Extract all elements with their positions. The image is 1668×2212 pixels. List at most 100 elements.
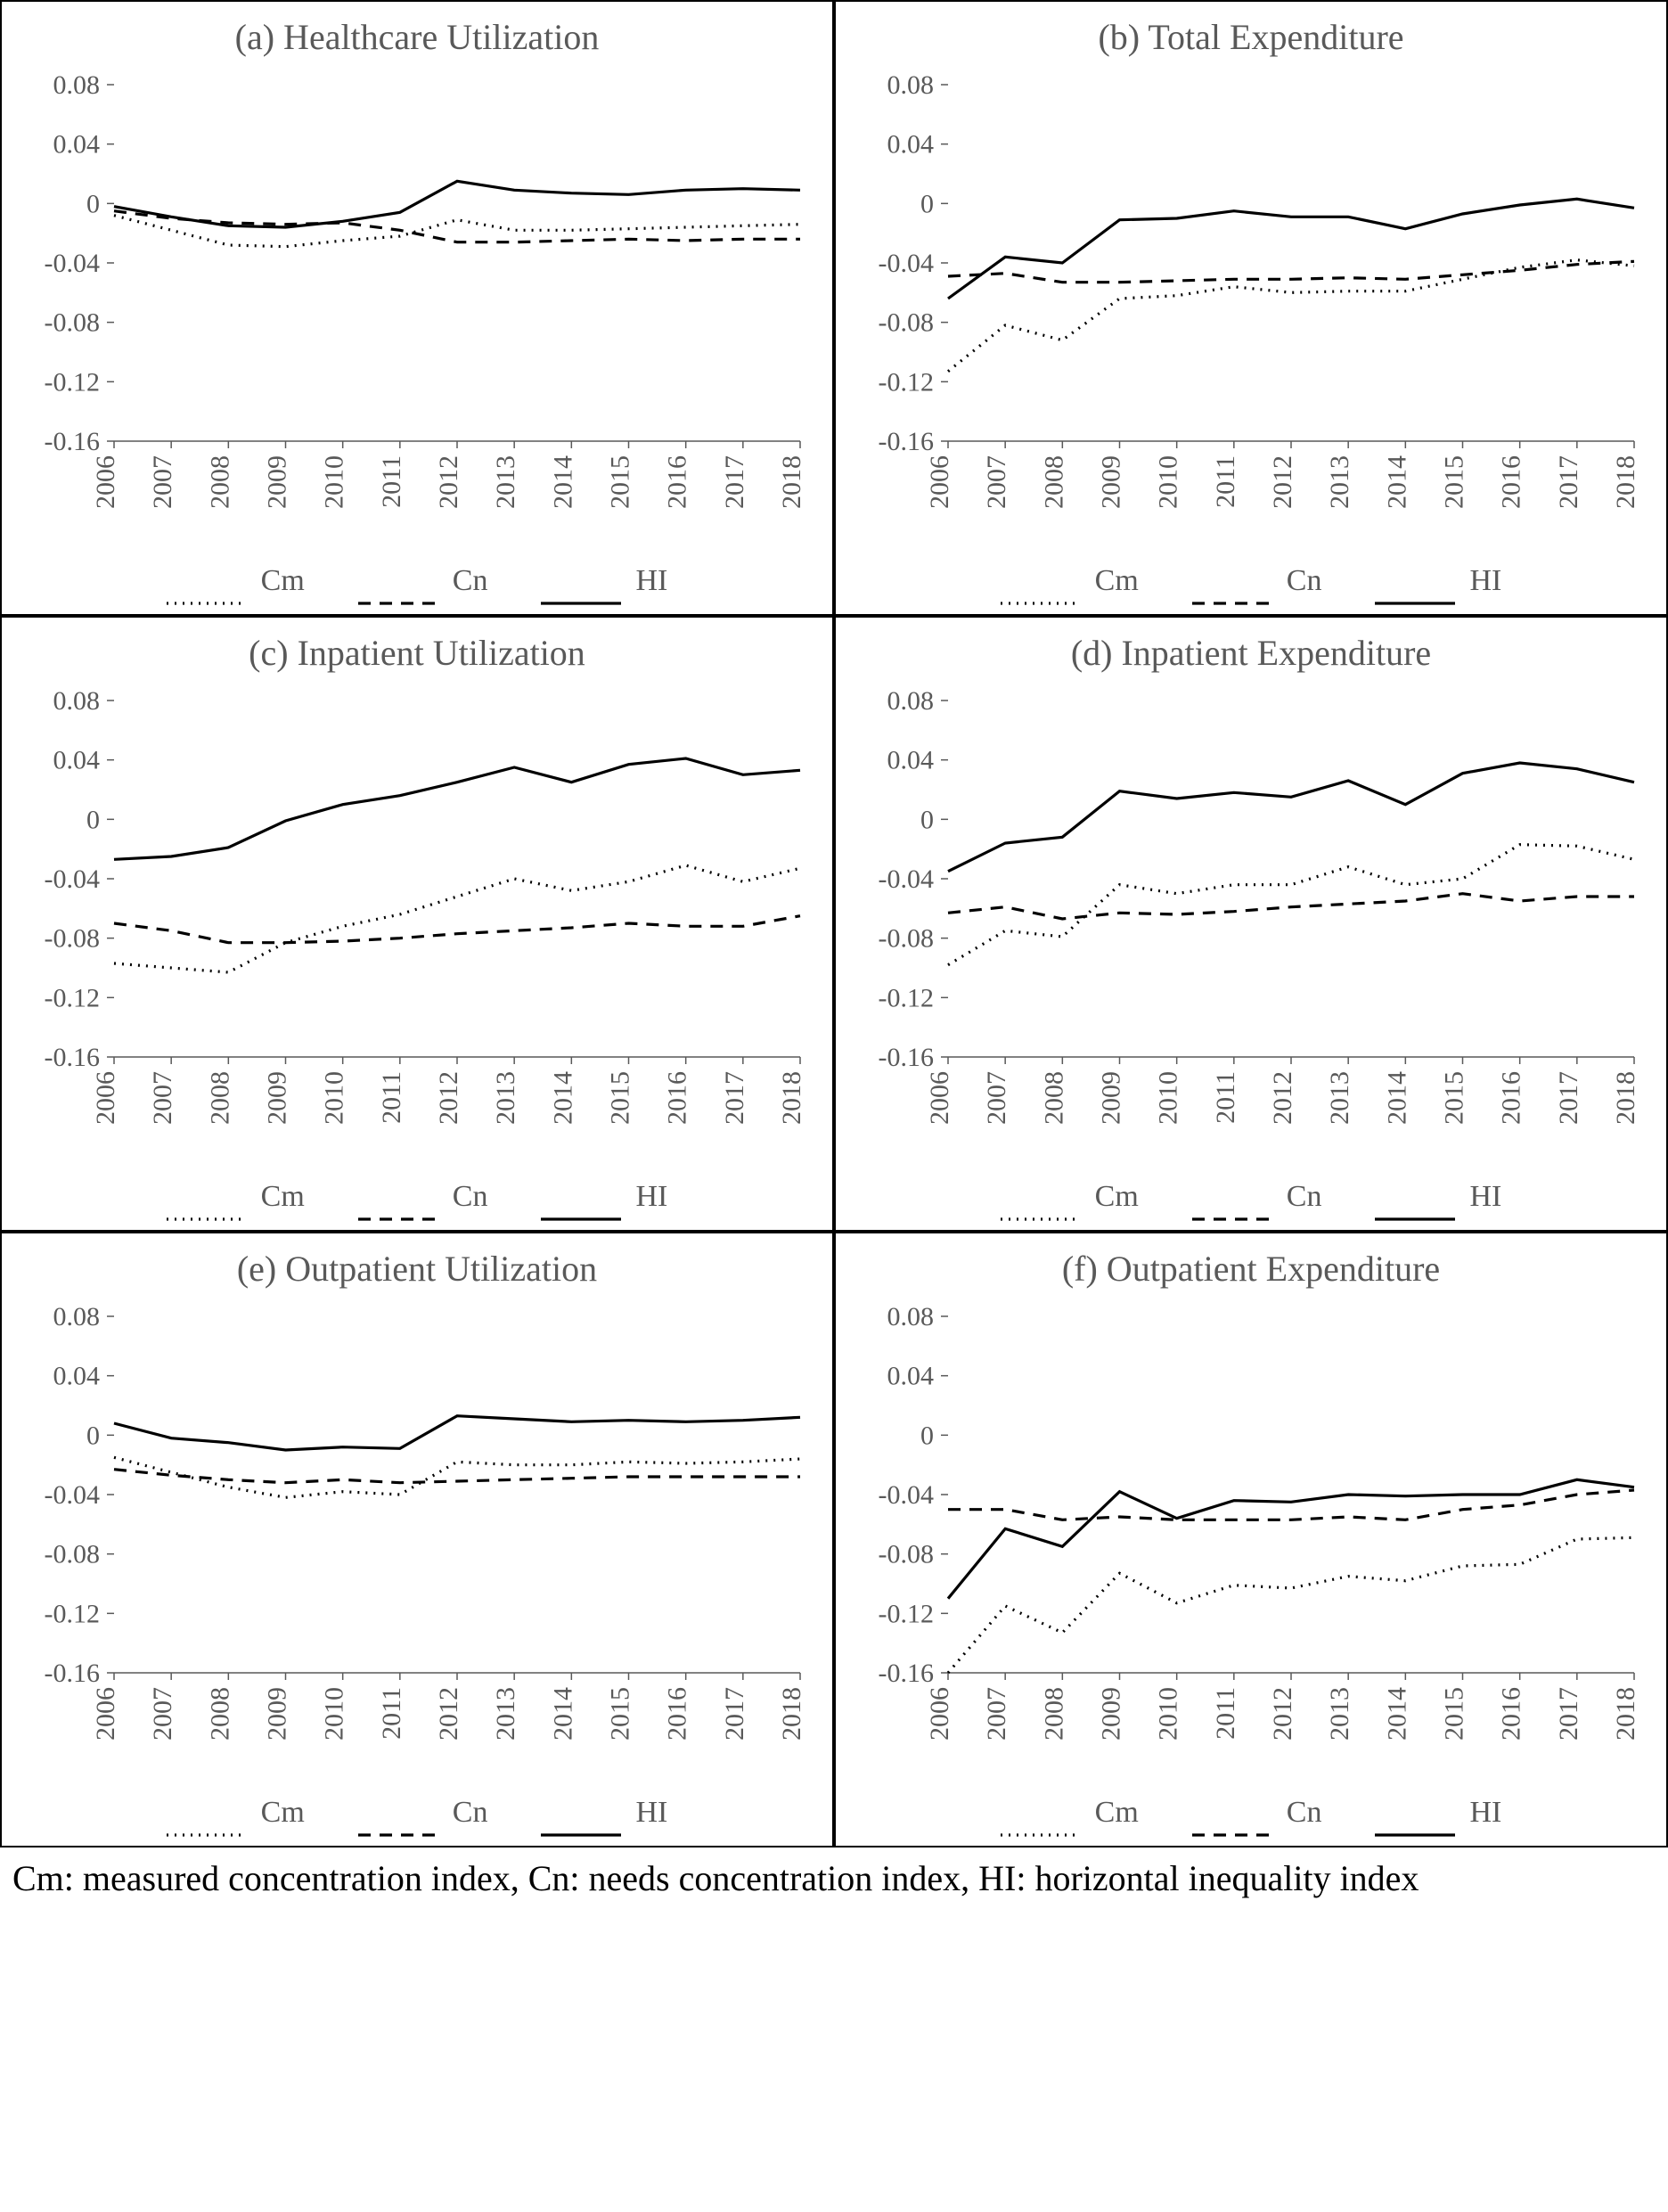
svg-text:2008: 2008	[205, 1687, 234, 1741]
svg-text:-0.08: -0.08	[879, 1540, 935, 1569]
chart-a: -0.16-0.12-0.08-0.0400.040.0820062007200…	[16, 67, 818, 548]
chart-f: -0.16-0.12-0.08-0.0400.040.0820062007200…	[850, 1299, 1652, 1780]
series-Cm	[948, 845, 1634, 965]
svg-text:2006: 2006	[91, 455, 120, 509]
svg-text:-0.16: -0.16	[45, 427, 101, 456]
series-Cn	[114, 1470, 800, 1483]
panel-grid: (a) Healthcare Utilization-0.16-0.12-0.0…	[0, 0, 1668, 1847]
svg-text:2011: 2011	[1211, 1687, 1240, 1740]
svg-text:2013: 2013	[491, 1071, 520, 1125]
svg-text:2008: 2008	[1039, 1687, 1068, 1741]
svg-text:2015: 2015	[606, 455, 635, 509]
svg-text:-0.12: -0.12	[45, 983, 101, 1012]
svg-text:2012: 2012	[434, 1687, 463, 1741]
svg-text:0.08: 0.08	[53, 1302, 101, 1331]
chart-c: -0.16-0.12-0.08-0.0400.040.0820062007200…	[16, 683, 818, 1164]
svg-text:-0.08: -0.08	[879, 924, 935, 954]
legend-label: HI	[635, 564, 667, 598]
svg-text:-0.16: -0.16	[879, 1659, 935, 1688]
panel-e: (e) Outpatient Utilization-0.16-0.12-0.0…	[0, 1232, 834, 1847]
svg-text:2013: 2013	[491, 1687, 520, 1741]
series-Cn	[114, 916, 800, 943]
svg-text:2006: 2006	[925, 1687, 954, 1741]
svg-text:0: 0	[86, 1421, 100, 1450]
legend: CmCnHI	[850, 564, 1652, 598]
series-HI	[948, 763, 1634, 872]
svg-text:2006: 2006	[91, 1687, 120, 1741]
svg-text:0: 0	[920, 189, 934, 218]
svg-text:-0.12: -0.12	[879, 983, 935, 1012]
legend-item-Cm: Cm	[1001, 1796, 1139, 1830]
legend: CmCnHI	[16, 1180, 818, 1214]
svg-text:2014: 2014	[1382, 1687, 1411, 1741]
legend-label: Cn	[1287, 564, 1322, 598]
svg-text:2016: 2016	[1497, 1071, 1526, 1125]
svg-text:-0.08: -0.08	[45, 308, 101, 338]
svg-text:2011: 2011	[377, 455, 406, 508]
svg-text:2012: 2012	[434, 455, 463, 509]
svg-text:2016: 2016	[663, 455, 692, 509]
svg-text:2012: 2012	[1268, 1687, 1297, 1741]
svg-text:-0.12: -0.12	[45, 1599, 101, 1628]
svg-text:2007: 2007	[982, 455, 1011, 509]
svg-text:2018: 2018	[777, 1687, 806, 1741]
legend-label: Cm	[261, 1180, 305, 1214]
series-HI	[948, 199, 1634, 299]
svg-text:-0.16: -0.16	[879, 1043, 935, 1072]
svg-text:2009: 2009	[1097, 1071, 1126, 1125]
legend-label: Cn	[453, 1180, 488, 1214]
svg-text:2018: 2018	[777, 455, 806, 509]
chart-b: -0.16-0.12-0.08-0.0400.040.0820062007200…	[850, 67, 1652, 548]
svg-text:2014: 2014	[548, 1071, 577, 1125]
svg-text:2009: 2009	[263, 1071, 292, 1125]
svg-text:0.08: 0.08	[887, 70, 935, 100]
chart-e: -0.16-0.12-0.08-0.0400.040.0820062007200…	[16, 1299, 818, 1780]
series-HI	[114, 181, 800, 227]
series-Cm	[114, 865, 800, 972]
svg-text:2007: 2007	[982, 1071, 1011, 1125]
svg-text:2015: 2015	[1440, 1071, 1469, 1125]
legend-item-Cn: Cn	[1192, 1796, 1322, 1830]
svg-text:2016: 2016	[1497, 455, 1526, 509]
series-HI	[114, 758, 800, 859]
legend-label: Cm	[261, 564, 305, 598]
panel-d: (d) Inpatient Expenditure -0.16 -0.12 -0.08…	[834, 616, 1668, 1232]
svg-text:-0.12: -0.12	[879, 1599, 935, 1628]
legend: CmCnHI	[16, 1796, 818, 1830]
svg-text:2009: 2009	[1097, 1687, 1126, 1741]
chart-d: -0.16-0.12-0.08-0.0400.040.0820062007200…	[850, 683, 1652, 1164]
panel-title: (d) Inpatient Expenditure	[850, 632, 1652, 674]
svg-text:2008: 2008	[1039, 1071, 1068, 1125]
panel-title: (e) Outpatient Utilization	[16, 1248, 818, 1290]
svg-text:2018: 2018	[1611, 455, 1640, 509]
svg-text:2010: 2010	[320, 455, 349, 509]
svg-text:0: 0	[86, 189, 100, 218]
legend-label: Cn	[1287, 1796, 1322, 1830]
svg-text:2007: 2007	[148, 455, 177, 509]
svg-text:0.04: 0.04	[887, 746, 935, 775]
svg-text:2017: 2017	[1554, 1687, 1583, 1741]
svg-text:0: 0	[920, 1421, 934, 1450]
svg-text:-0.04: -0.04	[45, 249, 101, 278]
svg-text:2009: 2009	[263, 455, 292, 509]
svg-text:2010: 2010	[320, 1071, 349, 1125]
svg-text:2016: 2016	[663, 1071, 692, 1125]
series-Cn	[114, 211, 800, 242]
svg-text:2013: 2013	[491, 455, 520, 509]
svg-text:0.04: 0.04	[887, 1362, 935, 1391]
svg-text:2016: 2016	[1497, 1687, 1526, 1741]
svg-text:0.08: 0.08	[53, 686, 101, 716]
series-Cn	[948, 1490, 1634, 1520]
figure-caption: Cm: measured concentration index, Cn: ne…	[0, 1847, 1668, 1919]
svg-text:2017: 2017	[1554, 1071, 1583, 1125]
svg-text:2012: 2012	[1268, 1071, 1297, 1125]
svg-text:2006: 2006	[925, 455, 954, 509]
svg-text:-0.16: -0.16	[45, 1043, 101, 1072]
svg-text:2008: 2008	[1039, 455, 1068, 509]
svg-text:2010: 2010	[1154, 1071, 1183, 1125]
svg-text:2008: 2008	[205, 1071, 234, 1125]
legend-label: Cn	[453, 564, 488, 598]
svg-text:-0.08: -0.08	[45, 924, 101, 954]
panel-title: (c) Inpatient Utilization	[16, 632, 818, 674]
svg-text:-0.12: -0.12	[879, 367, 935, 397]
